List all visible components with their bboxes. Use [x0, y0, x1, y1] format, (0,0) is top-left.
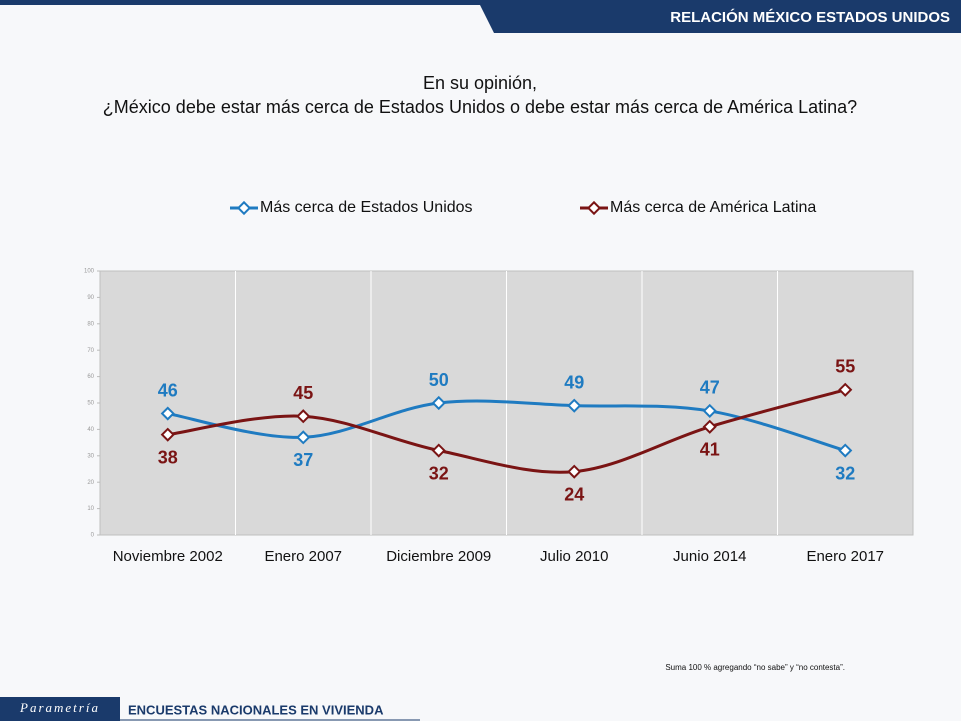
- y-tick-label: 10: [87, 506, 94, 512]
- y-tick-label: 50: [87, 401, 94, 407]
- data-label: 46: [158, 380, 178, 400]
- point-marker: [296, 430, 311, 445]
- series-line: [167, 388, 846, 474]
- data-label: 49: [564, 372, 584, 392]
- series-line: [167, 399, 846, 452]
- x-tick-label: Enero 2017: [806, 548, 884, 565]
- legend-marker: [586, 200, 602, 216]
- footer-brand: Parametría: [19, 700, 100, 715]
- legend-marker: [236, 200, 252, 216]
- point-marker: [160, 427, 175, 442]
- point-marker: [567, 398, 582, 413]
- point-marker: [431, 443, 446, 458]
- y-tick-label: 60: [87, 374, 94, 380]
- data-label: 38: [158, 447, 178, 467]
- y-tick-label: 0: [91, 533, 95, 539]
- footer-logo-bg: [0, 697, 120, 721]
- footnote: Suma 100 % agregando “no sabe” y “no con…: [665, 663, 845, 672]
- x-tick-label: Diciembre 2009: [386, 548, 491, 565]
- point-marker: [296, 409, 311, 424]
- x-tick-label: Junio 2014: [673, 548, 746, 565]
- data-label: 50: [429, 370, 449, 390]
- data-label: 32: [835, 463, 855, 483]
- chart-title: En su opinión,: [423, 73, 537, 93]
- chart-subtitle: ¿México debe estar más cerca de Estados …: [103, 97, 857, 117]
- top-stripe: [0, 0, 961, 5]
- point-marker: [702, 419, 717, 434]
- legend-label: Más cerca de Estados Unidos: [260, 199, 473, 216]
- data-label: 41: [700, 440, 720, 460]
- point-marker: [838, 443, 853, 458]
- y-tick-label: 30: [87, 453, 94, 459]
- y-tick-label: 40: [87, 427, 94, 433]
- header-bar: [480, 5, 961, 33]
- data-label: 32: [429, 463, 449, 483]
- x-tick-label: Noviembre 2002: [113, 548, 223, 565]
- y-tick-label: 100: [84, 269, 95, 275]
- y-tick-label: 70: [87, 348, 94, 354]
- legend-label: Más cerca de América Latina: [610, 199, 816, 216]
- point-marker: [567, 464, 582, 479]
- point-marker: [160, 406, 175, 421]
- y-tick-label: 20: [87, 480, 94, 486]
- x-tick-label: Julio 2010: [540, 548, 608, 565]
- header-title: RELACIÓN MÉXICO ESTADOS UNIDOS: [670, 8, 950, 26]
- data-label: 37: [293, 450, 313, 470]
- y-tick-label: 90: [87, 295, 94, 301]
- y-tick-label: 80: [87, 321, 94, 327]
- x-tick-label: Enero 2007: [264, 548, 342, 565]
- point-marker: [702, 403, 717, 418]
- data-label: 55: [835, 357, 855, 377]
- data-label: 24: [564, 484, 584, 504]
- point-marker: [431, 395, 446, 411]
- point-marker: [838, 382, 853, 397]
- data-label: 45: [293, 383, 313, 403]
- data-label: 47: [700, 378, 720, 398]
- footer-text: ENCUESTAS NACIONALES EN VIVIENDA: [128, 702, 384, 717]
